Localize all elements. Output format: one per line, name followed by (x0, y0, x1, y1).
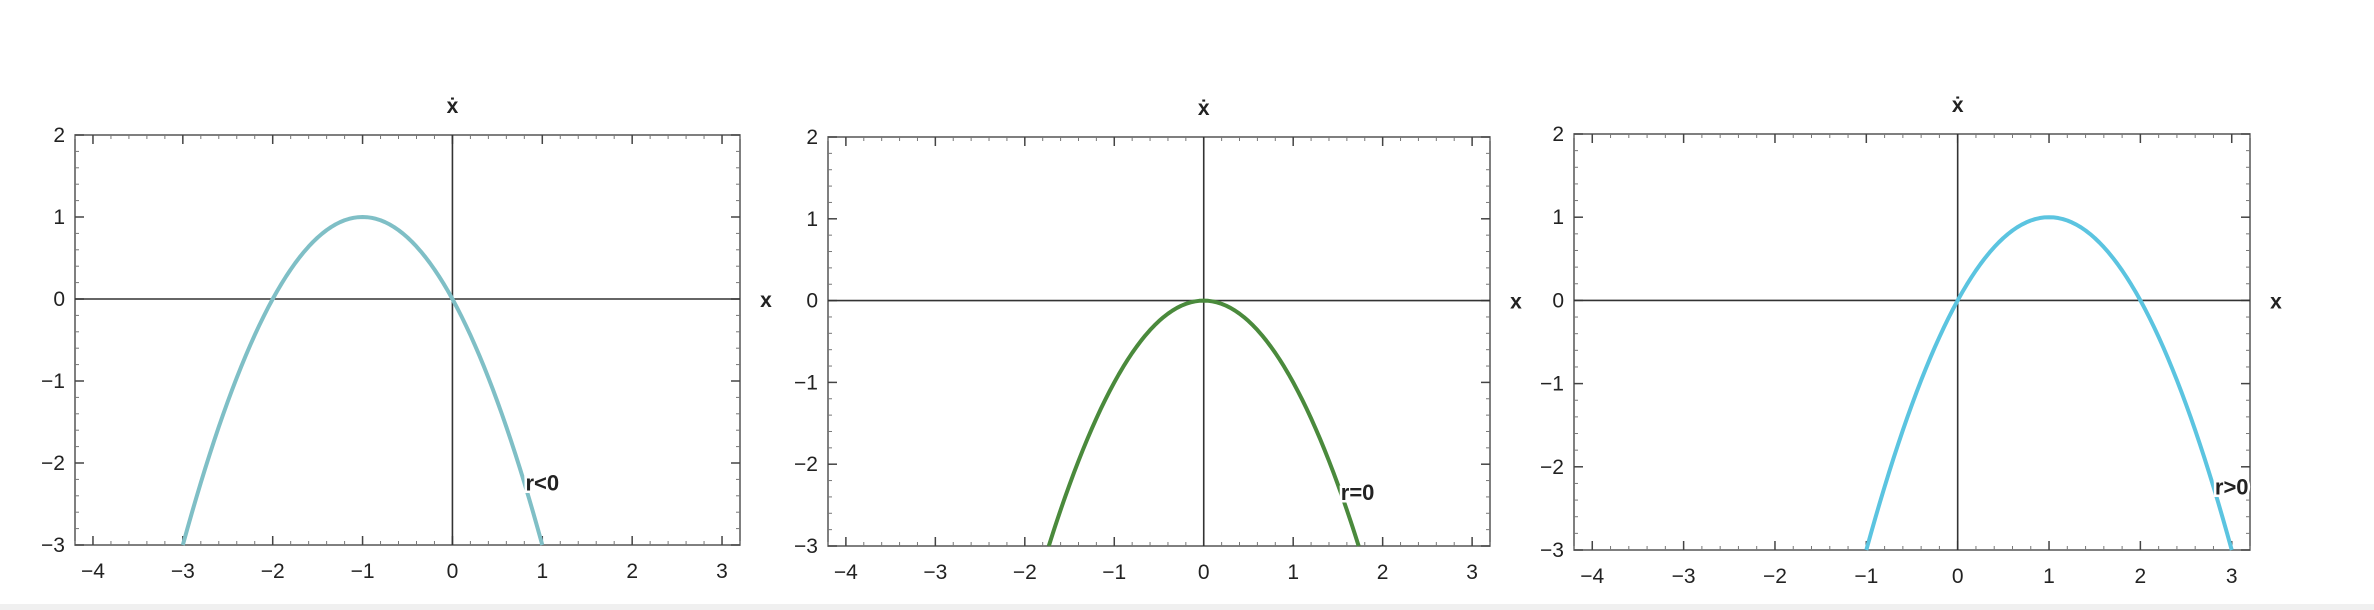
x-tick-label: 1 (536, 560, 548, 583)
x-tick-label: −1 (1854, 565, 1878, 588)
y-axis-label: ẋ (447, 95, 459, 118)
minor-ticks (827, 136, 1491, 547)
y-tick-label: −1 (794, 371, 818, 394)
chart-panel-r-zero: −4 −3 −2 −1 0 1 2 3 −3 −2 −1 0 1 2 ẋ x r=0 (794, 97, 1522, 584)
x-tick-label: 0 (447, 560, 459, 583)
y-axis-label: ẋ (1952, 94, 1964, 117)
bottom-strip (0, 604, 2374, 610)
chart-panel-r-negative: −4 −3 −2 −1 0 1 2 3 −3 −2 −1 0 1 2 ẋ x r<0 (41, 95, 772, 583)
y-tick-label: −3 (1540, 539, 1564, 562)
y-tick-label: 1 (53, 206, 65, 229)
y-tick-label: −2 (41, 452, 65, 475)
y-tick-label: −1 (1540, 373, 1564, 396)
plot-frame (827, 136, 1491, 547)
curve-annotation: r=0 (1341, 480, 1375, 505)
x-tick-label: −2 (1763, 565, 1787, 588)
x-tick-label: −2 (261, 560, 285, 583)
x-tick-label: 0 (1952, 565, 1964, 588)
y-tick-label: 2 (53, 124, 65, 147)
curve-annotation: r<0 (525, 471, 559, 496)
x-tick-label: 2 (1377, 561, 1389, 584)
y-tick-label: −3 (794, 535, 818, 558)
x-axis-label: x (1510, 291, 1522, 314)
x-axis-label: x (2270, 290, 2282, 313)
major-ticks (1574, 133, 2250, 551)
x-tick-label: 0 (1198, 561, 1210, 584)
y-tick-label: 2 (1552, 123, 1564, 146)
x-tick-label: 3 (1466, 561, 1478, 584)
y-tick-label: −2 (794, 453, 818, 476)
x-tick-label: −3 (171, 560, 195, 583)
series-line (180, 215, 545, 546)
x-tick-label: −4 (834, 561, 858, 584)
y-tick-label: 1 (806, 208, 818, 231)
x-tick-label: 1 (1287, 561, 1299, 584)
x-tick-label: −4 (81, 560, 105, 583)
x-tick-label: 2 (626, 560, 638, 583)
y-tick-label: 2 (806, 126, 818, 149)
x-tick-label: −3 (923, 561, 947, 584)
y-tick-label: −2 (1540, 456, 1564, 479)
x-tick-label: −1 (1102, 561, 1126, 584)
minor-ticks (74, 134, 741, 546)
major-ticks (75, 134, 740, 546)
y-tick-label: −1 (41, 370, 65, 393)
plot-frame (74, 134, 741, 546)
y-tick-label: −3 (41, 534, 65, 557)
major-ticks (828, 136, 1490, 547)
chart-panel-r-positive: −4 −3 −2 −1 0 1 2 3 −3 −2 −1 0 1 2 ẋ x r>0 (1540, 94, 2282, 588)
y-axis-label: ẋ (1198, 97, 1210, 120)
minor-ticks (1573, 133, 2251, 551)
x-tick-label: 2 (2135, 565, 2147, 588)
x-tick-label: 3 (2226, 565, 2238, 588)
x-tick-label: −1 (351, 560, 375, 583)
x-tick-label: −2 (1013, 561, 1037, 584)
x-tick-label: 1 (2043, 565, 2055, 588)
x-tick-label: −3 (1672, 565, 1696, 588)
y-tick-label: 1 (1552, 206, 1564, 229)
x-axis-label: x (760, 289, 772, 312)
y-tick-label: 0 (53, 288, 65, 311)
series-line (1046, 298, 1361, 547)
series-line (1864, 215, 2234, 551)
curve-annotation: r>0 (2215, 475, 2249, 500)
x-tick-label: −4 (1580, 565, 1604, 588)
x-tick-label: 3 (716, 560, 728, 583)
y-tick-label: 0 (806, 290, 818, 313)
y-tick-label: 0 (1552, 289, 1564, 312)
plot-frame (1573, 133, 2251, 551)
